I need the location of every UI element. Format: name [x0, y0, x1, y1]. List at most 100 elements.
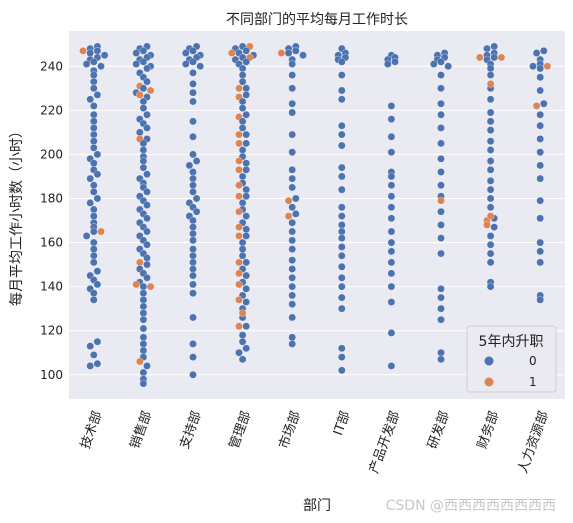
legend: 5年内升职 0 1 — [466, 325, 557, 393]
swarm-point — [189, 280, 197, 289]
swarm-point — [146, 86, 155, 95]
swarm-point — [242, 232, 250, 240]
swarm-point — [235, 166, 243, 174]
swarm-point — [93, 91, 102, 99]
swarm-point — [235, 139, 243, 148]
swarm-point — [299, 51, 307, 59]
swarm-point — [284, 212, 293, 220]
swarm-point — [532, 49, 541, 57]
swarm-point — [189, 353, 197, 361]
swarm-point — [338, 221, 346, 229]
swarm-point — [387, 148, 396, 156]
swarm-point — [136, 128, 144, 137]
y-tick-label: 240 — [40, 59, 63, 73]
swarm-point — [483, 44, 491, 53]
swarm-point — [90, 137, 98, 145]
swarm-point — [93, 47, 102, 55]
swarm-point — [139, 340, 148, 348]
swarm-point — [235, 181, 243, 190]
swarm-point — [235, 157, 243, 165]
swarm-point — [242, 110, 250, 119]
swarm-point — [143, 188, 151, 196]
swarm-point — [486, 80, 495, 88]
swarm-point — [90, 77, 98, 86]
swarm-point — [139, 333, 148, 342]
swarm-point — [288, 71, 296, 79]
swarm-point — [486, 258, 495, 267]
swarm-point — [143, 274, 151, 282]
swarm-point — [139, 104, 148, 112]
swarm-point — [486, 108, 495, 117]
swarm-point — [437, 207, 445, 216]
swarm-point — [86, 95, 94, 104]
swarm-point — [139, 309, 148, 317]
swarm-point — [136, 91, 144, 99]
swarm-point — [486, 203, 495, 212]
swarm-point — [235, 223, 243, 231]
y-tick-label: 180 — [40, 191, 63, 205]
swarm-point — [338, 353, 346, 361]
swarm-point — [387, 181, 396, 190]
swarm-point — [387, 238, 396, 247]
swarm-point — [536, 161, 544, 170]
swarm-point — [532, 102, 541, 110]
swarm-point — [189, 258, 197, 267]
swarm-point — [288, 99, 296, 108]
swarm-point — [189, 236, 197, 245]
swarm-point — [242, 58, 250, 66]
swarm-point — [430, 60, 438, 68]
data-points — [79, 42, 552, 388]
swarm-point — [338, 86, 346, 95]
swarm-point — [242, 192, 250, 201]
swarm-point — [139, 163, 148, 172]
swarm-point — [143, 64, 151, 73]
swarm-point — [139, 302, 148, 311]
swarm-point — [228, 49, 236, 57]
swarm-point — [235, 258, 243, 267]
swarm-point — [93, 170, 102, 178]
swarm-point — [288, 245, 296, 253]
swarm-point — [437, 304, 445, 313]
swarm-point — [292, 210, 300, 218]
swarm-point — [139, 146, 148, 154]
swarm-point — [288, 274, 296, 282]
swarm-point — [235, 207, 243, 216]
swarm-point — [536, 135, 544, 143]
swarm-point — [536, 238, 544, 247]
swarm-point — [387, 258, 396, 267]
legend-box — [466, 325, 557, 393]
x-tick-label: 人力资源部 — [516, 409, 552, 475]
swarm-point — [97, 62, 105, 71]
swarm-point — [235, 269, 243, 278]
swarm-point — [437, 234, 445, 242]
swarm-point — [93, 267, 102, 275]
swarm-point — [238, 355, 247, 364]
swarm-point — [387, 203, 396, 212]
swarm-point — [338, 122, 346, 130]
swarm-point — [437, 84, 445, 93]
swarm-point — [437, 196, 445, 205]
swarm-point — [536, 122, 544, 130]
y-tick-label: 100 — [40, 368, 63, 382]
swarm-point — [338, 95, 346, 104]
swarm-point — [338, 203, 346, 212]
swarm-point — [139, 315, 148, 324]
swarm-point — [238, 97, 247, 106]
swarm-point — [338, 282, 346, 291]
swarm-point — [139, 84, 148, 93]
swarm-point — [82, 60, 91, 68]
swarm-point — [288, 300, 296, 308]
swarm-point — [238, 172, 247, 181]
y-tick-label: 220 — [40, 103, 63, 117]
swarm-point — [93, 194, 102, 203]
swarm-point — [182, 49, 190, 57]
x-tick-label: 产品开发部 — [366, 409, 403, 476]
swarm-point — [139, 379, 148, 388]
swarm-point — [238, 124, 247, 132]
swarm-point — [90, 188, 98, 196]
swarm-point — [437, 155, 445, 163]
x-tick-label: 技术部 — [78, 409, 105, 451]
swarm-point — [90, 144, 98, 152]
swarm-point — [90, 258, 98, 267]
swarm-point — [486, 95, 495, 104]
